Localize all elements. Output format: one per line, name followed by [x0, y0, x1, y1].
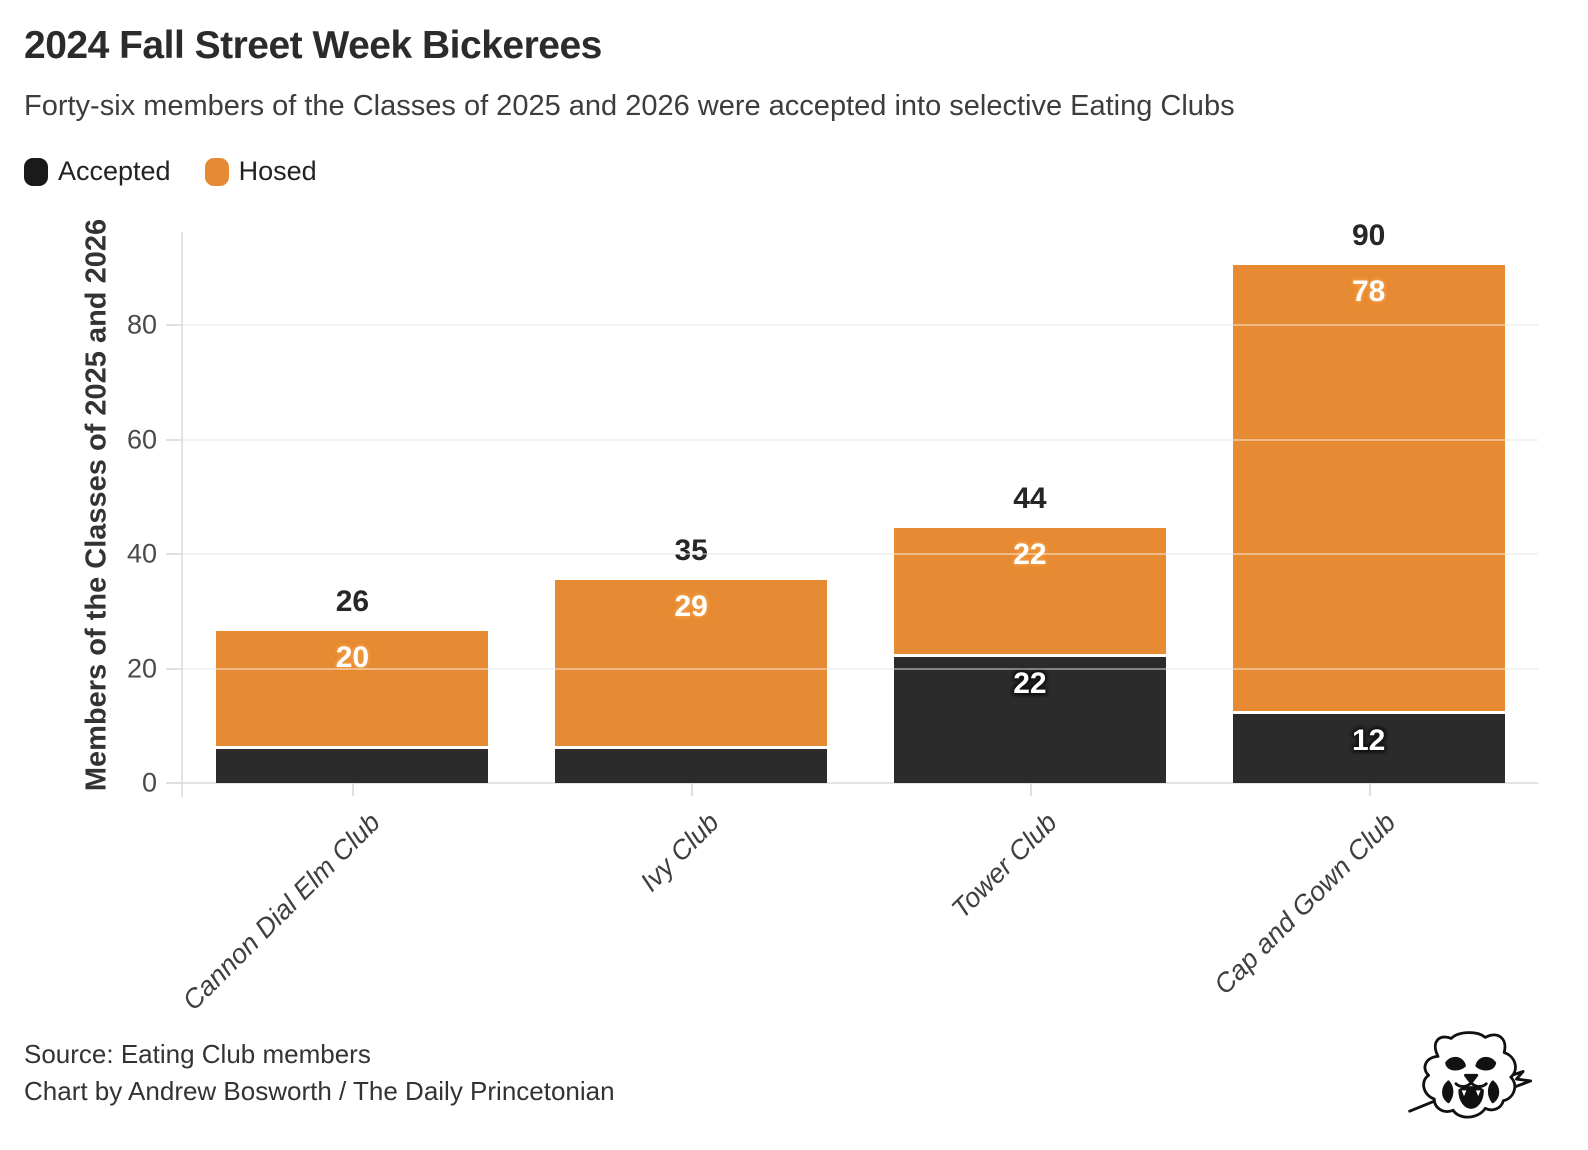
bar-total-label: 90 [1351, 218, 1386, 252]
legend: Accepted Hosed [24, 156, 317, 187]
gridline [183, 438, 1538, 441]
x-tick-mark [1368, 783, 1371, 796]
gridline-overlay [183, 324, 1538, 326]
bar-group: 44 22 22 Tower Club [861, 232, 1200, 924]
legend-swatch-hosed [204, 157, 229, 186]
y-tick-label: 20 [126, 653, 157, 683]
plot-area: 0 20 40 60 80 26 20 Cannon Dial Elm Club 35 29 Ivy… [127, 219, 1538, 1016]
legend-label-accepted: Accepted [58, 156, 171, 186]
y-axis-line [181, 232, 183, 797]
y-tick-mark [166, 438, 183, 441]
y-tick-label: 60 [126, 424, 157, 454]
bar: 44 22 22 [893, 232, 1166, 783]
hosed-value-label: 29 [674, 589, 708, 623]
accepted-value-label: 12 [1351, 724, 1386, 758]
footer-notes: Source: Eating Club members Chart by And… [24, 1036, 615, 1110]
bar-group: 26 20 Cannon Dial Elm Club [177, 232, 522, 1016]
y-tick-mark [166, 667, 183, 670]
bar-segment-accepted [893, 657, 1166, 783]
y-tick-mark [166, 553, 183, 555]
gridline [183, 324, 1538, 326]
x-axis-label: Tower Club [946, 807, 1064, 925]
bar: 26 20 [216, 232, 489, 783]
y-tick-label: 40 [126, 538, 157, 569]
bar-group: 35 29 Ivy Club [522, 232, 861, 897]
x-axis-label: Cap and Gown Club [1208, 807, 1402, 1001]
bar-segment-accepted [1232, 714, 1505, 783]
legend-item-accepted: Accepted [24, 156, 171, 187]
legend-swatch-accepted [24, 157, 48, 186]
chart-subtitle: Forty-six members of the Classes of 2025… [24, 90, 1235, 122]
daily-princetonian-tiger-logo [1408, 1031, 1533, 1119]
bar-segment-hosed [1232, 264, 1505, 712]
chart-title: 2024 Fall Street Week Bickerees [24, 24, 602, 67]
x-tick-mark [1029, 783, 1032, 796]
bar: 35 29 [555, 232, 828, 783]
bar-segment-hosed [893, 528, 1166, 655]
source-note: Source: Eating Club members [24, 1039, 371, 1069]
gridline-overlay [183, 553, 1538, 555]
bar: 90 78 12 [1232, 219, 1505, 783]
hosed-value-label: 78 [1351, 274, 1386, 308]
y-tick-mark [166, 324, 183, 326]
x-axis-label: Cannon Dial Elm Club [176, 807, 386, 1017]
gridline [183, 553, 1538, 555]
legend-item-hosed: Hosed [204, 156, 317, 187]
bar-group: 90 78 12 Cap and Gown Club [1199, 219, 1538, 1000]
gridline [183, 667, 1538, 670]
x-tick-mark [691, 783, 694, 796]
bar-total-label: 44 [1013, 482, 1047, 516]
legend-label-hosed: Hosed [238, 156, 317, 186]
hosed-value-label: 20 [335, 641, 370, 675]
hosed-value-label: 22 [1013, 538, 1047, 572]
y-tick-label: 80 [126, 309, 157, 340]
bar-segment-hosed [216, 631, 489, 746]
accepted-value-label: 22 [1013, 667, 1047, 701]
bar-total-label: 35 [674, 533, 708, 567]
bar-segment-hosed [555, 579, 828, 746]
y-axis-title: Members of the Classes of 2025 and 2026 [80, 218, 113, 792]
gridline-overlay [183, 438, 1538, 441]
gridline-overlay [183, 667, 1538, 670]
bar-segment-accepted [555, 748, 828, 783]
bar-total-label: 26 [335, 585, 370, 619]
x-axis-baseline [183, 782, 1538, 784]
credit-note: Chart by Andrew Bosworth / The Daily Pri… [24, 1076, 615, 1106]
bar-segment-accepted [216, 748, 489, 783]
y-tick-label: 0 [141, 767, 157, 798]
x-tick-mark [352, 783, 355, 796]
x-axis-label: Ivy Club [634, 807, 725, 898]
y-tick-mark [166, 782, 183, 784]
